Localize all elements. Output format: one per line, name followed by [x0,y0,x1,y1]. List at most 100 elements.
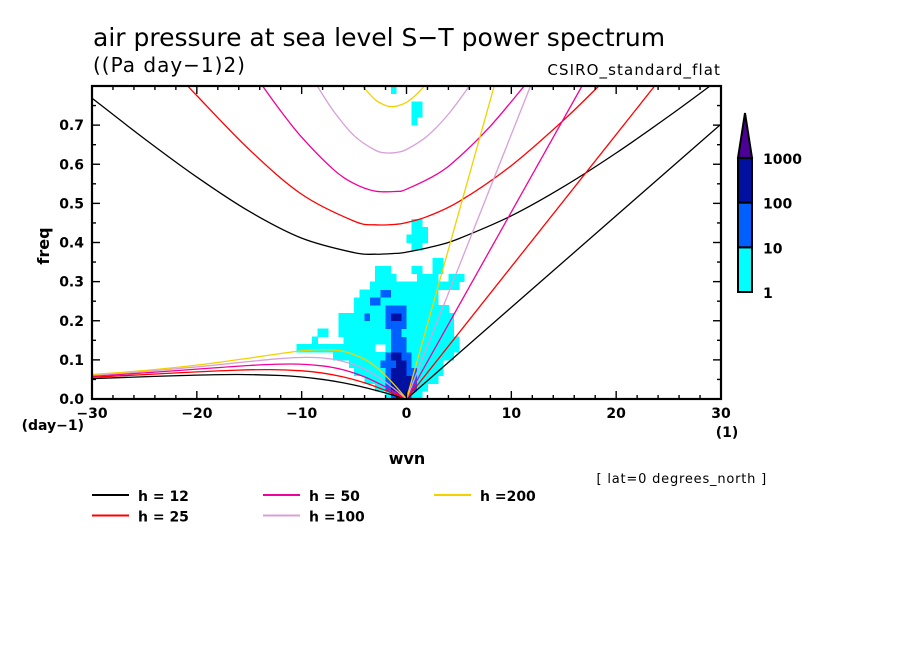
contour-cell [396,281,402,290]
contour-cell [385,391,392,399]
contour-cell [422,367,428,376]
contour-cell [422,305,428,314]
contour-cell [359,367,365,376]
contour-cell [406,375,413,384]
contour-cell [432,312,439,322]
contour-cell [390,367,397,376]
contour-cell [422,352,428,361]
contour-cell [343,320,350,329]
contour-cell [375,273,381,283]
contour-cell [422,320,428,329]
y-tick-label: 0.0 [59,392,84,408]
legend-label: h = 12 [138,489,189,505]
contour-cell [380,320,386,329]
contour-cell [359,305,365,314]
contour-cell [401,289,407,298]
contour-cell [416,352,423,361]
contour-cell [432,305,439,314]
y-tick-label: 0.3 [59,275,84,291]
contour-cell [401,359,407,369]
legend-label: h = 50 [309,489,360,505]
contour-cell [380,367,386,376]
colorbar: 1 10 100 1000 [736,112,802,302]
contour-cell [390,344,397,353]
legend-item-h100: h =100 [263,510,365,526]
contour-cell [416,234,423,243]
contour-cell [416,391,423,399]
contour-cell [338,352,344,361]
contour-cell [338,320,344,329]
contour-cell [411,344,418,353]
contour-cell [390,328,397,337]
y-tick-label: 0.7 [59,118,84,134]
contour-cell [354,336,360,345]
contour-cell [401,312,407,322]
contour-cell [416,305,423,314]
contour-cell [396,336,402,345]
x-tick-label: 10 [502,406,522,422]
contour-cell [375,328,381,337]
legend-label: h =200 [480,489,536,505]
contour-cell [375,281,381,290]
rossby-curve-h100 [92,356,407,399]
contour-cell [364,320,371,329]
contour-cell [401,383,407,392]
contour-cell [448,328,455,337]
contour-cell [380,289,386,298]
contour-cell [432,297,439,306]
contour-cell [437,305,444,314]
contour-cell [427,305,434,314]
power-spectrum-contours [296,86,465,399]
contour-cell [411,359,418,369]
contour-cell [364,352,371,361]
contour-cell [411,242,418,251]
contour-cell [427,297,434,306]
x-tick-label: 0 [402,406,412,422]
contour-cell [354,367,360,376]
legend-item-h25: h = 25 [92,510,189,526]
x-tick-label: 20 [606,406,626,422]
contour-cell [422,297,428,306]
colorbar-extend-triangle [736,112,754,159]
contour-cell [396,383,402,392]
contour-cell [375,359,381,369]
contour-cell [416,375,423,384]
contour-cell [416,312,423,322]
contour-cell [354,305,360,314]
contour-cell [390,352,397,361]
contour-cell [448,320,455,329]
contour-cell [411,265,418,275]
contour-cell [437,281,444,290]
contour-cell [411,117,418,126]
contour-cell [411,281,418,290]
contour-cell [369,367,376,376]
contour-cell [375,312,381,322]
contour-cell [422,375,428,384]
contour-cell [411,328,418,337]
contour-cell [364,312,371,322]
contour-cell [359,336,365,345]
y-tick-label: 0.1 [59,353,84,369]
contour-cell [380,265,386,275]
contour-cell [306,344,313,353]
contour-cell [443,281,449,290]
inertia-gravity-curve-h25 [187,86,600,226]
contour-cell [416,226,423,236]
contour-cell [369,312,376,322]
contour-cell [411,109,418,118]
contour-cell [354,344,360,353]
contour-cell [380,305,386,314]
contour-cell [322,344,329,353]
contour-cell [411,391,418,399]
contour-cell [437,344,444,353]
contour-cell [411,312,418,322]
contour-cell [359,344,365,353]
contour-cell [411,289,418,298]
contour-cell [448,336,455,345]
inertia-gravity-curve-h12 [92,86,711,256]
inertia-gravity-curve-h200 [361,86,425,108]
contour-cell [396,297,402,306]
contour-cell [327,344,334,353]
contour-cell [422,344,428,353]
contour-cell [422,273,428,283]
